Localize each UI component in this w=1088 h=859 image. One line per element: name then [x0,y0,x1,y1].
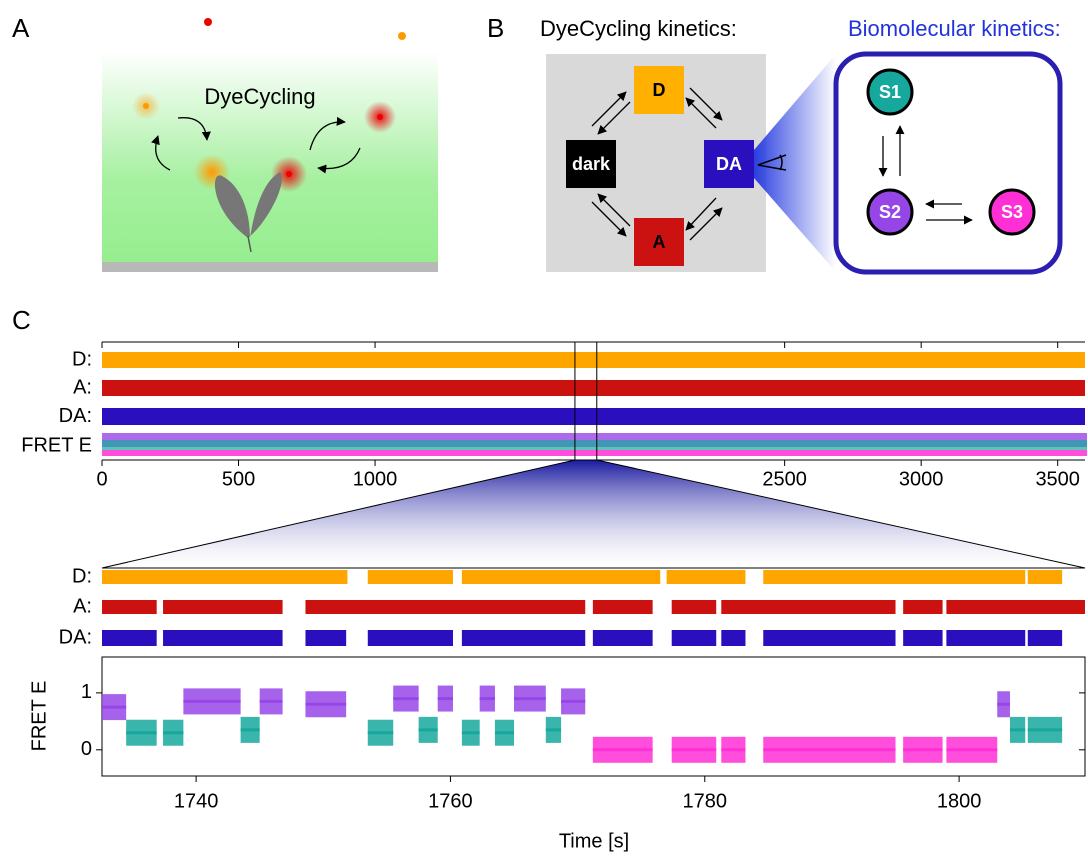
overview-fret [102,433,1087,456]
state-bar [163,600,283,614]
panel-label: B [487,13,504,43]
x-tick-label: 500 [222,468,255,490]
x-tick-label: 3500 [1035,468,1080,490]
state-bar [368,630,453,646]
row-label: A: [73,376,92,398]
illustration-label: DyeCycling [204,84,315,109]
row-label: A: [73,595,92,617]
node-label: S1 [879,82,901,102]
x-tick-label: 1760 [428,790,473,812]
diagram-title: DyeCycling kinetics: [540,16,737,41]
panel-label: C [12,305,31,335]
node-label: dark [572,154,611,174]
x-tick-label: 1740 [174,790,219,812]
state-bar [305,600,585,614]
node-label: S3 [1001,202,1023,222]
state-bar [102,570,347,584]
diagram [546,54,1060,272]
state-bar [593,630,653,646]
state-bar [903,600,942,614]
x-tick-label: 1800 [937,790,982,812]
page: A DyeCycling B DyeCycling kinetics: Biom… [0,0,1088,859]
state-bar [593,600,653,614]
node-label: DA [716,154,742,174]
row-label: D: [72,565,92,587]
node-label: S2 [879,202,901,222]
node-label: A [653,232,666,252]
state-bar [462,630,585,646]
diagram-title: Biomolecular kinetics: [848,16,1061,41]
panel-label: A [12,13,30,43]
y-tick-label: 1 [81,681,92,703]
x-tick-label: 0 [96,468,107,490]
row-label: FRET E [21,434,92,456]
figure: A DyeCycling B DyeCycling kinetics: Biom… [0,0,1088,859]
x-axis-label: Time [s] [559,830,629,852]
state-bar [102,380,1085,396]
x-tick-label: 1780 [683,790,728,812]
state-bar [672,600,717,614]
state-bar [903,630,942,646]
state-bar [721,630,745,646]
node-label: D [653,80,666,100]
state-bar [1028,570,1062,584]
x-tick-label: 3000 [899,468,944,490]
row-label: D: [72,348,92,370]
state-bar [946,600,1085,614]
state-bar [102,408,1085,425]
x-tick-label: 2500 [762,468,807,490]
state-bar [462,570,660,584]
state-bar [721,600,895,614]
state-bar [102,630,157,646]
x-tick-label: 1000 [353,468,398,490]
state-bar [672,630,717,646]
state-bar [102,600,157,614]
state-bar [305,630,346,646]
y-axis-label: FRET E [28,681,50,752]
state-bar [667,570,746,584]
row-label: DA: [59,405,92,427]
state-bar [368,570,453,584]
state-bar [946,630,1025,646]
state-bar [763,570,1025,584]
row-label: DA: [59,626,92,648]
y-tick-label: 0 [81,738,92,760]
illustration [102,18,438,272]
state-bar [763,630,895,646]
state-bar [1028,630,1062,646]
state-bar [102,352,1085,368]
state-bar [163,630,283,646]
